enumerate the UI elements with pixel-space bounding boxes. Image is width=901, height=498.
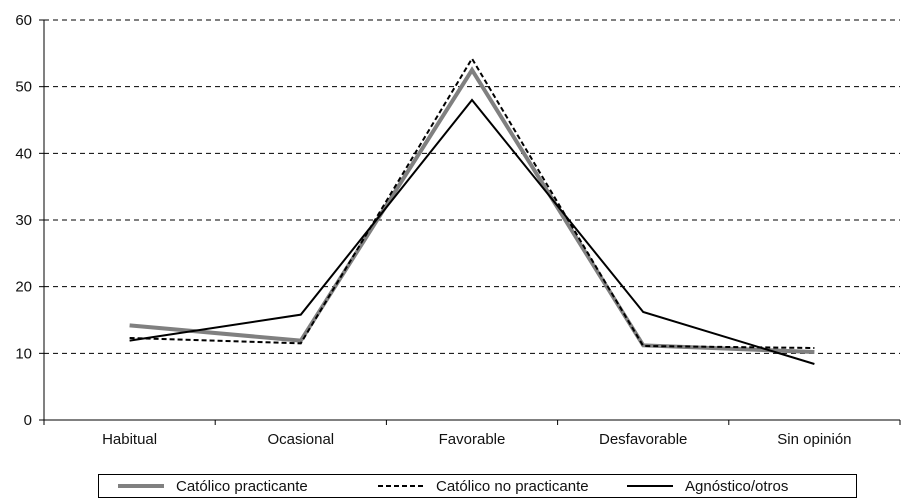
y-tick-label-40: 40 <box>15 145 32 162</box>
y-tick-label-30: 30 <box>15 212 32 229</box>
legend-label-1: Católico no practicante <box>436 478 589 495</box>
x-tick-label-2: Favorable <box>439 431 506 448</box>
y-tick-label-20: 20 <box>15 279 32 296</box>
series-line-2 <box>129 98 815 365</box>
series-line-0 <box>129 66 815 354</box>
series-line-1 <box>129 56 815 349</box>
y-tick-label-50: 50 <box>15 79 32 96</box>
y-tick-label-10: 10 <box>15 345 32 362</box>
gridlines <box>44 19 900 354</box>
y-tick-label-60: 60 <box>15 12 32 29</box>
x-tick-label-4: Sin opinión <box>777 431 851 448</box>
series-lines <box>129 56 815 365</box>
y-tick-label-0: 0 <box>24 412 32 429</box>
legend-label-2: Agnóstico/otros <box>685 478 788 495</box>
x-tick-label-1: Ocasional <box>267 431 334 448</box>
legend-label-0: Católico practicante <box>176 478 308 495</box>
x-tick-label-3: Desfavorable <box>599 431 687 448</box>
legend: Católico practicante Católico no practica… <box>98 474 857 498</box>
y-axis-ticks: 0 10 20 30 40 50 60 <box>15 12 44 429</box>
x-tick-label-0: Habitual <box>102 431 157 448</box>
x-axis-ticks: Habitual Ocasional Favorable Desfavorable Si… <box>43 420 901 448</box>
